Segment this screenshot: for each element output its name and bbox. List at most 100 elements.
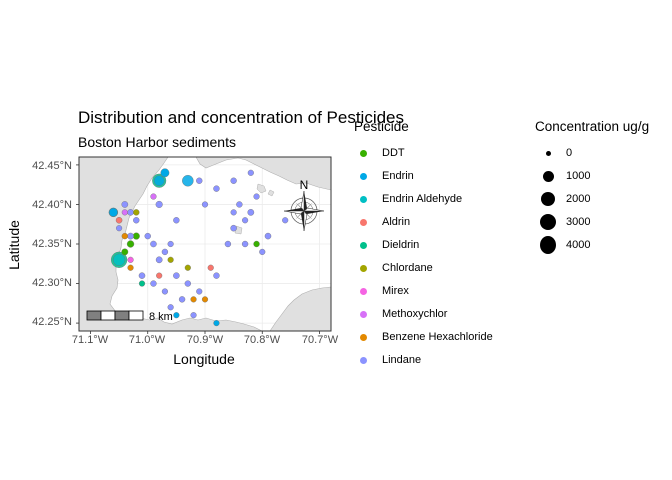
size-legend-item: 3000 bbox=[540, 212, 590, 232]
size-legend-label: 4000 bbox=[566, 239, 591, 251]
legend-item: Chlordane bbox=[360, 260, 433, 276]
data-point bbox=[150, 240, 157, 248]
y-tick-label: 42.25°N bbox=[32, 316, 72, 328]
data-point bbox=[190, 296, 197, 303]
size-legend-item: 1000 bbox=[540, 166, 590, 186]
data-point bbox=[127, 232, 134, 240]
size-legend-title: Concentration ug/g bbox=[535, 119, 650, 134]
data-point bbox=[144, 232, 151, 240]
legend-title: Pesticide bbox=[354, 119, 409, 134]
data-point bbox=[196, 288, 203, 295]
data-point bbox=[121, 232, 128, 240]
legend-label: Chlordane bbox=[382, 262, 433, 274]
data-point bbox=[127, 256, 134, 263]
legend-dot-icon bbox=[360, 333, 367, 341]
size-circle-icon bbox=[540, 143, 556, 163]
size-circle-icon bbox=[540, 166, 556, 186]
y-tick-label: 42.35°N bbox=[32, 238, 72, 250]
legend-dot-icon bbox=[360, 195, 367, 203]
data-point bbox=[127, 209, 134, 216]
legend-label: Lindane bbox=[382, 354, 422, 366]
landmass-layer bbox=[79, 157, 331, 331]
scale-bar-segment bbox=[128, 310, 144, 321]
legend-label: DDT bbox=[382, 147, 405, 159]
scale-bar-segment bbox=[114, 310, 130, 321]
data-point bbox=[224, 240, 232, 248]
data-point bbox=[108, 207, 118, 217]
data-point bbox=[178, 296, 186, 303]
data-point bbox=[230, 209, 237, 216]
data-point bbox=[207, 264, 214, 271]
legend-label: Benzene Hexachloride bbox=[382, 331, 493, 343]
data-point bbox=[230, 177, 237, 184]
data-point bbox=[264, 232, 272, 240]
size-legend-label: 0 bbox=[566, 147, 573, 159]
legend-dot-icon bbox=[360, 172, 367, 180]
data-point bbox=[167, 240, 174, 248]
x-tick-label: 71.0°W bbox=[128, 334, 166, 346]
east-shore bbox=[195, 157, 331, 191]
legend-dot-icon bbox=[360, 149, 367, 157]
data-point bbox=[116, 225, 123, 232]
x-tick-label: 70.8°W bbox=[243, 334, 281, 346]
legend-dot-icon bbox=[360, 287, 367, 295]
data-point bbox=[161, 248, 169, 256]
y-tick-label: 42.40°N bbox=[32, 199, 72, 211]
data-point bbox=[167, 304, 174, 311]
x-tick-label: 70.7°W bbox=[301, 334, 339, 346]
data-point bbox=[112, 253, 126, 267]
data-point bbox=[156, 272, 163, 279]
scale-bar-segment bbox=[86, 310, 102, 321]
size-legend-item: 0 bbox=[540, 143, 572, 163]
north-arrow-icon: N bbox=[283, 178, 325, 232]
legend-item: Endrin Aldehyde bbox=[360, 191, 462, 207]
size-circle-icon bbox=[540, 235, 556, 255]
legend-item: Mirex bbox=[360, 283, 409, 299]
legend-label: Methoxychlor bbox=[382, 308, 448, 320]
data-point bbox=[138, 272, 146, 279]
data-point bbox=[182, 174, 194, 187]
data-point bbox=[190, 312, 197, 319]
legend-dot-icon bbox=[360, 310, 367, 318]
chart-subtitle: Boston Harbor sediments bbox=[78, 134, 236, 150]
data-point bbox=[121, 201, 129, 208]
legend-label: Aldrin bbox=[382, 216, 411, 228]
size-circle-icon bbox=[540, 212, 556, 232]
legend-dot-icon bbox=[360, 241, 367, 249]
data-point bbox=[153, 175, 165, 187]
y-tick-label: 42.30°N bbox=[32, 277, 72, 289]
size-legend-label: 2000 bbox=[566, 193, 591, 205]
data-point bbox=[133, 217, 140, 224]
data-point bbox=[247, 209, 255, 216]
data-point bbox=[150, 280, 157, 287]
size-legend-label: 1000 bbox=[566, 170, 591, 182]
size-legend-item: 4000 bbox=[540, 235, 590, 255]
data-point bbox=[126, 240, 135, 248]
data-point bbox=[132, 232, 140, 240]
x-tick-label: 71.1°W bbox=[71, 334, 109, 346]
data-point bbox=[138, 280, 146, 287]
data-point bbox=[201, 201, 209, 208]
scale-bar-segment bbox=[100, 310, 116, 321]
legend-dot-icon bbox=[360, 356, 367, 364]
data-point bbox=[127, 264, 134, 271]
data-point bbox=[242, 217, 249, 224]
points-layer bbox=[108, 168, 289, 327]
data-point bbox=[133, 209, 140, 216]
data-point bbox=[196, 177, 203, 184]
data-point bbox=[213, 185, 220, 192]
data-point bbox=[160, 168, 170, 178]
legend-item: Dieldrin bbox=[360, 237, 419, 253]
size-circle-icon bbox=[540, 189, 556, 209]
data-point bbox=[115, 217, 123, 224]
data-point bbox=[253, 240, 260, 248]
y-axis-label: Latitude bbox=[6, 220, 22, 270]
data-point bbox=[121, 209, 128, 216]
data-point bbox=[201, 296, 209, 303]
x-axis-label: Longitude bbox=[173, 351, 235, 367]
data-point bbox=[184, 280, 191, 287]
north-label: N bbox=[300, 178, 309, 192]
data-point bbox=[213, 320, 220, 327]
data-point bbox=[167, 256, 174, 263]
